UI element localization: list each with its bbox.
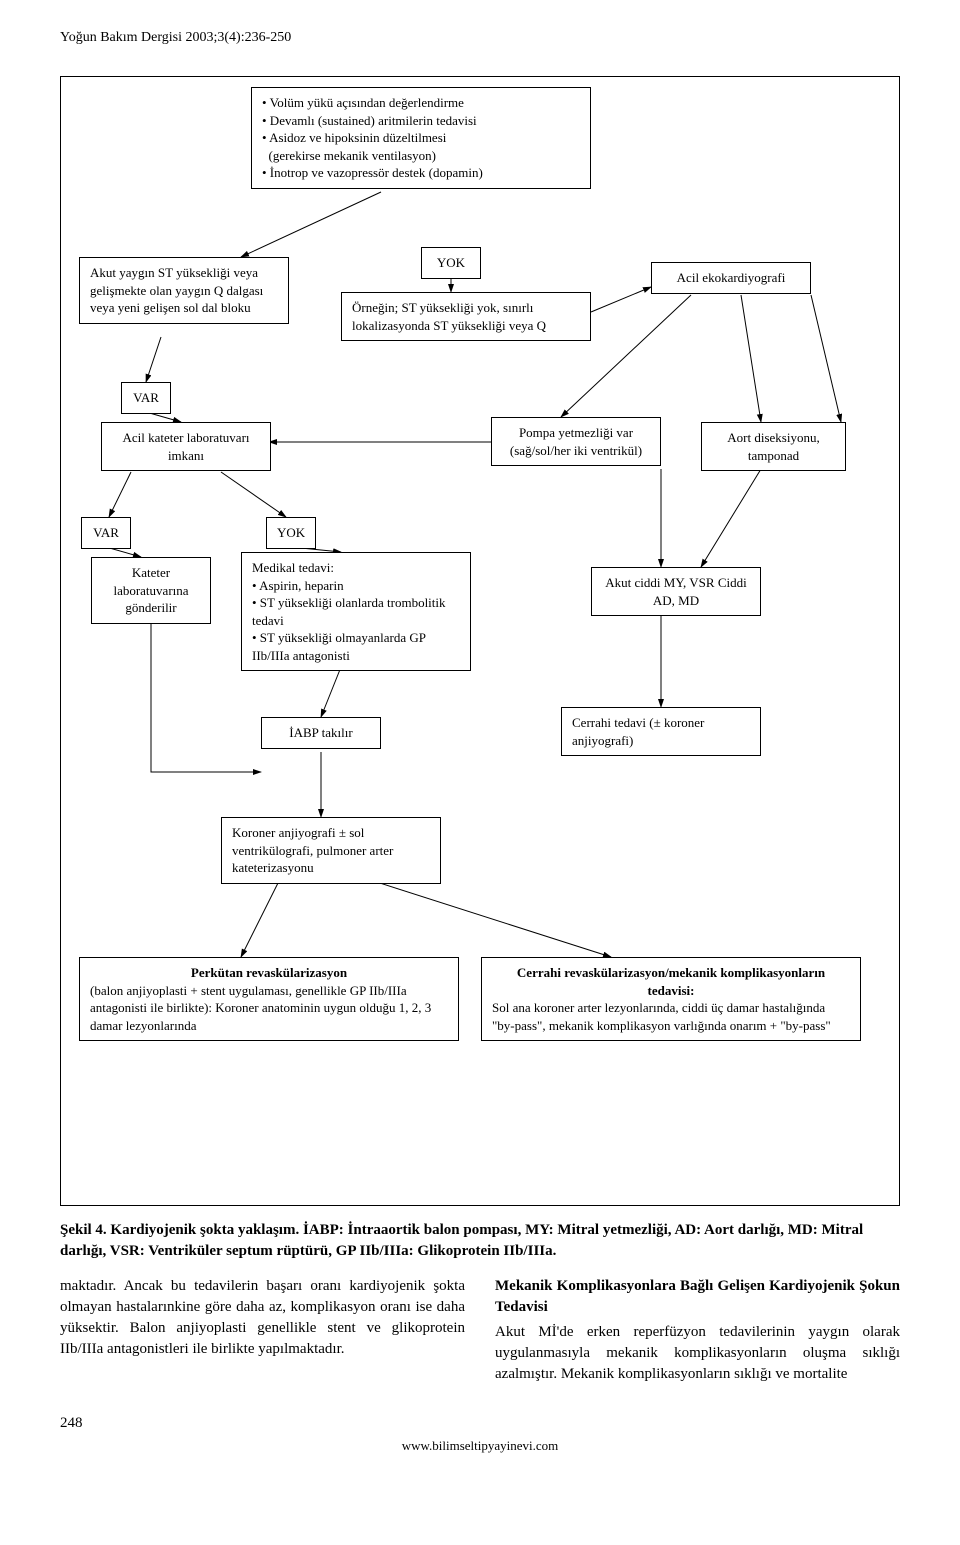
node-text: Acil kateter laboratuvarı imkanı [122, 430, 249, 463]
node-text: • Volüm yükü açısından değerlendirme• De… [262, 95, 483, 180]
node-koroner: Koroner anjiyografi ± sol ventrikülograf… [221, 817, 441, 884]
node-iabp: İABP takılır [261, 717, 381, 749]
node-cerrahi-revask: Cerrahi revaskülarizasyon/mekanik kompli… [481, 957, 861, 1041]
node-ornegin: Örneğin; ST yüksekliği yok, sınırlı loka… [341, 292, 591, 341]
node-title: Perkütan revaskülarizasyon [90, 964, 448, 982]
node-text: Koroner anjiyografi ± sol ventrikülograf… [232, 825, 393, 875]
node-cerrahi: Cerrahi tedavi (± koroner anjiyografi) [561, 707, 761, 756]
node-acil-kateter: Acil kateter laboratuvarı imkanı [101, 422, 271, 471]
node-medikal: Medikal tedavi:• Aspirin, heparin• ST yü… [241, 552, 471, 671]
node-text: YOK [277, 525, 305, 540]
node-text: VAR [133, 390, 159, 405]
node-text: Aort diseksiyonu, tamponad [727, 430, 819, 463]
node-top-assessment: • Volüm yükü açısından değerlendirme• De… [251, 87, 591, 189]
node-akut-st: Akut yaygın ST yüksekliği veya gelişmekt… [79, 257, 289, 324]
paragraph: maktadır. Ancak bu tedavilerin başarı or… [60, 1278, 465, 1357]
node-pompa: Pompa yetmezliği var (sağ/sol/her iki ve… [491, 417, 661, 466]
node-text: Cerrahi tedavi (± koroner anjiyografi) [572, 715, 704, 748]
node-text: Medikal tedavi:• Aspirin, heparin• ST yü… [252, 560, 446, 663]
node-text: Akut ciddi MY, VSR Ciddi AD, MD [605, 575, 746, 608]
node-text: Pompa yetmezliği var (sağ/sol/her iki ve… [510, 425, 642, 458]
node-perkutan: Perkütan revaskülarizasyon (balon anjiyo… [79, 957, 459, 1041]
node-var-1: VAR [121, 382, 171, 414]
flowchart-frame: • Volüm yükü açısından değerlendirme• De… [60, 76, 900, 1206]
node-yok-1: YOK [421, 247, 481, 279]
footer-url: www.bilimseltipyayinevi.com [60, 1438, 900, 1454]
node-text: Örneğin; ST yüksekliği yok, sınırlı loka… [352, 300, 546, 333]
right-column: Mekanik Komplikasyonlara Bağlı Gelişen K… [495, 1276, 900, 1385]
node-text: VAR [93, 525, 119, 540]
page-number: 248 [60, 1415, 900, 1432]
node-title: Cerrahi revaskülarizasyon/mekanik kompli… [492, 964, 850, 999]
node-text: Acil ekokardiyografi [677, 270, 786, 285]
section-heading: Mekanik Komplikasyonlara Bağlı Gelişen K… [495, 1276, 900, 1318]
node-text: İABP takılır [289, 725, 352, 740]
running-header: Yoğun Bakım Dergisi 2003;3(4):236-250 [60, 30, 900, 46]
figure-caption: Şekil 4. Kardiyojenik şokta yaklaşım. İA… [60, 1220, 900, 1262]
node-yok-2: YOK [266, 517, 316, 549]
node-text: Akut yaygın ST yüksekliği veya gelişmekt… [90, 265, 263, 315]
node-text: Kateter laboratuvarına gönderilir [113, 565, 188, 615]
node-acil-eko: Acil ekokardiyografi [651, 262, 811, 294]
node-akut-ciddi: Akut ciddi MY, VSR Ciddi AD, MD [591, 567, 761, 616]
node-text: YOK [437, 255, 465, 270]
node-aort: Aort diseksiyonu, tamponad [701, 422, 846, 471]
node-kateter-lab: Kateter laboratuvarına gönderilir [91, 557, 211, 624]
node-var-2: VAR [81, 517, 131, 549]
page: Yoğun Bakım Dergisi 2003;3(4):236-250 • … [0, 0, 960, 1494]
left-column: maktadır. Ancak bu tedavilerin başarı or… [60, 1276, 465, 1385]
node-body: Sol ana koroner arter lezyonlarında, cid… [492, 999, 850, 1034]
paragraph: Akut Mİ'de erken reperfüzyon tedavilerin… [495, 1324, 900, 1382]
node-body: (balon anjiyoplasti + stent uygulaması, … [90, 982, 448, 1035]
body-text-columns: maktadır. Ancak bu tedavilerin başarı or… [60, 1276, 900, 1385]
